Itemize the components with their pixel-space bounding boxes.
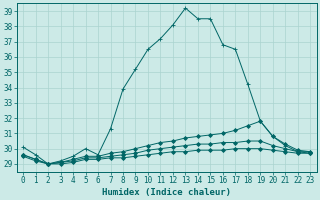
X-axis label: Humidex (Indice chaleur): Humidex (Indice chaleur): [102, 188, 231, 197]
